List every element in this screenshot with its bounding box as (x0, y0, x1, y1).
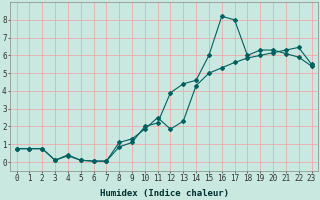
X-axis label: Humidex (Indice chaleur): Humidex (Indice chaleur) (100, 189, 228, 198)
